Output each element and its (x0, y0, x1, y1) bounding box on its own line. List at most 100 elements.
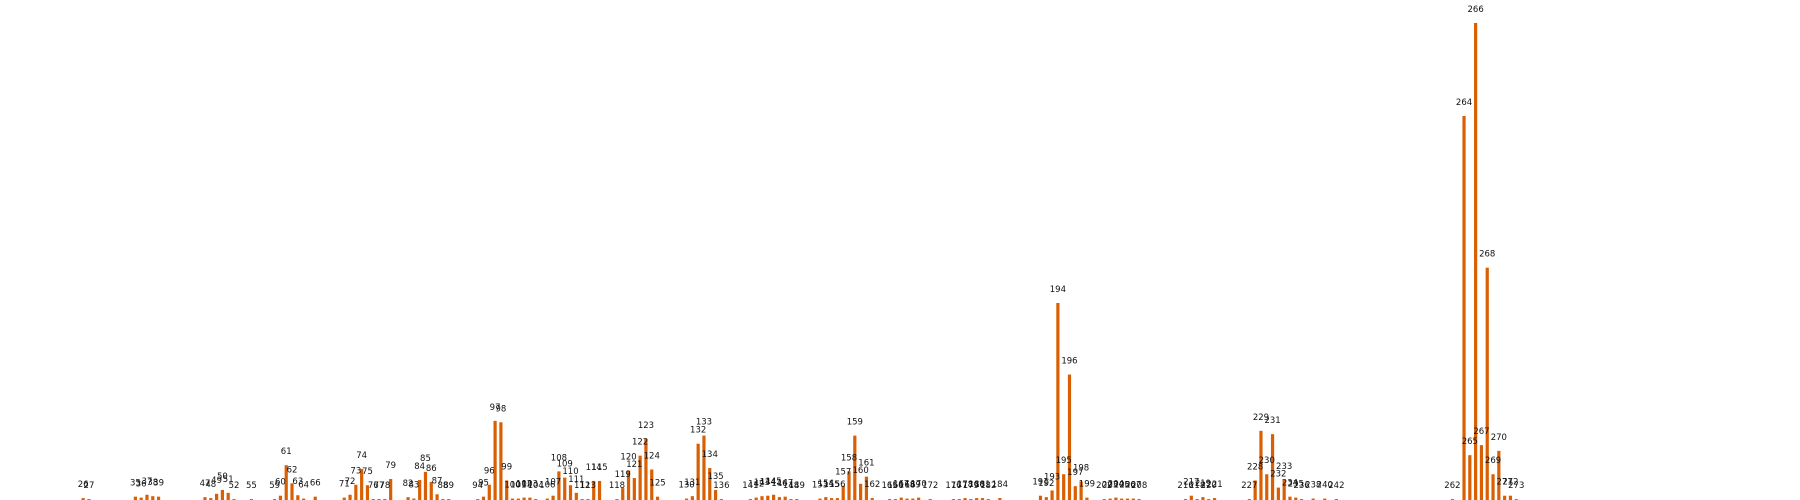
bar-label-154: 154 (818, 479, 834, 489)
bar-195 (1062, 474, 1066, 500)
bar-51 (226, 492, 230, 500)
bar-86 (429, 481, 433, 500)
bar-119 (621, 488, 625, 500)
bar-146 (777, 497, 781, 500)
bar-label-192: 192 (1038, 479, 1054, 489)
bar-label-267: 267 (1473, 427, 1489, 437)
bar-label-73: 73 (350, 467, 361, 477)
bar-label-35: 35 (130, 479, 141, 489)
bar-61 (284, 465, 288, 500)
bar-label-63: 63 (292, 477, 303, 487)
bar-label-273: 273 (1508, 481, 1524, 491)
bar-label-169: 169 (905, 481, 921, 491)
bar-228 (1253, 480, 1257, 500)
bar-label-61: 61 (281, 447, 292, 457)
bar-label-165: 165 (882, 481, 898, 491)
bar-168 (905, 498, 909, 500)
bar-label-179: 179 (963, 481, 979, 491)
bar-label-143: 143 (754, 478, 770, 488)
bar-196 (1067, 374, 1072, 500)
bar-83 (412, 498, 416, 500)
bar-label-95: 95 (478, 479, 489, 489)
bar-120 (626, 470, 631, 500)
bar-232 (1276, 487, 1280, 500)
bar-label-74: 74 (356, 451, 367, 461)
bar-label-83: 83 (408, 481, 419, 491)
bar-269 (1491, 474, 1495, 500)
bar-264 (1462, 116, 1466, 500)
bar-39 (156, 496, 161, 500)
bar-label-178: 178 (957, 480, 973, 490)
bar-82 (406, 497, 410, 500)
bar-107 (551, 495, 555, 500)
bar-74 (360, 469, 364, 500)
bar-label-153: 153 (812, 481, 828, 491)
bar-label-86: 86 (426, 464, 437, 474)
bar-label-238: 238 (1305, 481, 1321, 491)
bar-label-172: 172 (922, 481, 938, 491)
bar-label-131: 131 (684, 478, 700, 488)
bar-label-232: 232 (1270, 470, 1286, 480)
bar-144 (766, 495, 770, 500)
bar-108 (557, 471, 561, 500)
bar-238 (1311, 498, 1315, 500)
bar-132 (696, 443, 700, 500)
bar-178 (963, 498, 967, 500)
bar-label-62: 62 (287, 465, 298, 475)
bar-label-121: 121 (626, 460, 642, 470)
bar-label-270: 270 (1491, 433, 1507, 443)
bar-label-147: 147 (777, 479, 793, 489)
bar-label-27: 27 (84, 481, 95, 491)
bar-label-55: 55 (246, 481, 257, 491)
bar-121 (632, 478, 636, 500)
bar-87 (435, 494, 439, 500)
bar-37 (145, 494, 149, 500)
bar-133 (702, 435, 706, 500)
bar-label-271: 271 (1497, 478, 1513, 488)
bar-label-240: 240 (1317, 481, 1333, 491)
bar-label-233: 233 (1276, 462, 1292, 472)
bar-label-132: 132 (690, 426, 706, 436)
bar-label-111: 111 (568, 475, 584, 485)
bar-96 (487, 484, 491, 500)
bar-192 (1044, 497, 1048, 500)
bar-label-136: 136 (713, 481, 729, 491)
bar-label-160: 160 (853, 466, 869, 476)
bar-label-101: 101 (510, 481, 526, 491)
bar-label-87: 87 (432, 476, 443, 486)
bar-131 (690, 496, 694, 500)
bar-110 (568, 485, 573, 500)
bar-label-82: 82 (403, 479, 414, 489)
bar-71 (342, 497, 346, 500)
bar-label-155: 155 (823, 480, 839, 490)
bar-label-217: 217 (1183, 478, 1199, 488)
bar-label-60: 60 (275, 478, 286, 488)
bar-label-98: 98 (495, 404, 506, 414)
bar-label-196: 196 (1061, 357, 1077, 367)
bar-label-99: 99 (501, 462, 512, 472)
bar-114 (592, 480, 596, 500)
bar-label-130: 130 (678, 481, 694, 491)
bar-label-148: 148 (783, 481, 799, 491)
bar-102 (522, 497, 526, 500)
bar-267 (1479, 445, 1484, 500)
bar-154 (824, 497, 828, 500)
bar-label-203: 203 (1102, 481, 1118, 491)
bar-label-268: 268 (1479, 250, 1495, 260)
bar-label-52: 52 (229, 481, 240, 491)
bar-181 (980, 498, 985, 500)
bar-label-264: 264 (1456, 98, 1472, 108)
bar-label-72: 72 (345, 477, 356, 487)
bar-label-75: 75 (362, 467, 373, 477)
bar-label-110: 110 (562, 467, 578, 477)
bar-label-242: 242 (1328, 481, 1344, 491)
bar-label-228: 228 (1247, 462, 1263, 472)
bar-label-39: 39 (153, 479, 164, 489)
bar-265 (1468, 455, 1472, 500)
bar-label-134: 134 (702, 450, 718, 460)
bar-266 (1474, 23, 1478, 500)
bar-label-184: 184 (992, 480, 1008, 490)
bar-206 (1125, 498, 1130, 500)
bar-204 (1114, 497, 1118, 500)
bar-157 (841, 485, 845, 500)
